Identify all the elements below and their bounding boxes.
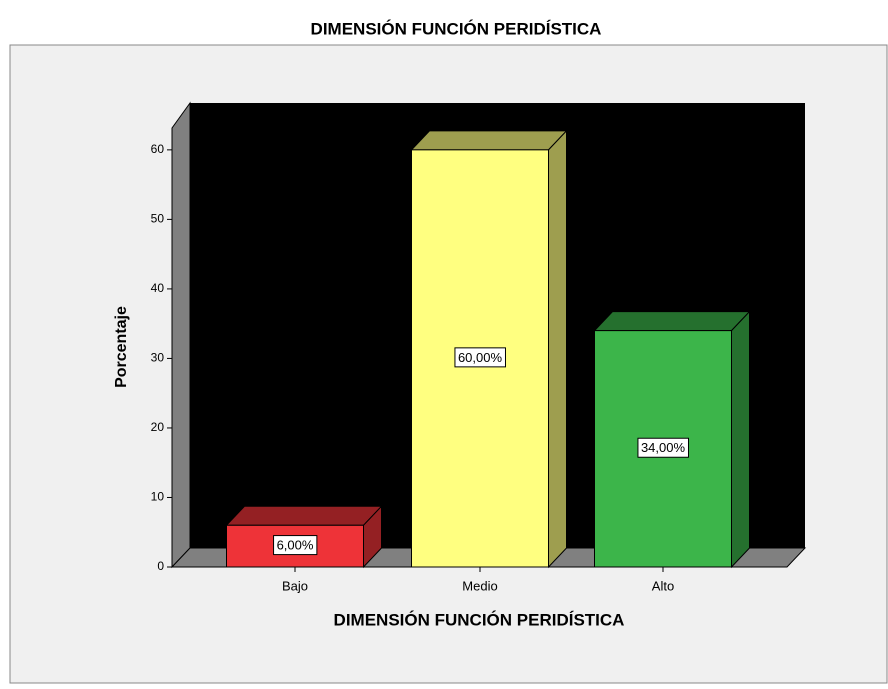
x-tick-label: Medio	[462, 578, 497, 593]
x-tick-label: Alto	[652, 578, 674, 593]
y-tick-label: 50	[151, 212, 165, 226]
bar-top	[225, 505, 383, 526]
value-label: 34,00%	[641, 440, 686, 455]
value-label: 60,00%	[458, 350, 503, 365]
x-axis-title: DIMENSIÓN FUNCIÓN PERIDÍSTICA	[334, 610, 625, 629]
bar-side	[731, 310, 750, 569]
x-tick-label: Bajo	[282, 578, 308, 593]
bar-side	[548, 129, 567, 569]
y-tick-label: 0	[157, 559, 164, 573]
chart-title: DIMENSIÓN FUNCIÓN PERIDÍSTICA	[311, 19, 602, 38]
y-tick-label: 60	[151, 142, 165, 156]
y-tick-label: 40	[151, 281, 165, 295]
value-label-box	[454, 347, 506, 368]
bar-top	[593, 311, 751, 332]
value-label: 6,00%	[277, 538, 314, 553]
value-label-box	[637, 437, 689, 458]
y-axis-title: Porcentaje	[113, 306, 130, 388]
y-tick-label: 30	[151, 351, 165, 365]
side-wall	[171, 101, 191, 569]
y-tick-label: 20	[151, 420, 165, 434]
value-label-box	[273, 535, 318, 556]
bar-top	[410, 130, 568, 151]
y-tick-label: 10	[151, 490, 165, 504]
